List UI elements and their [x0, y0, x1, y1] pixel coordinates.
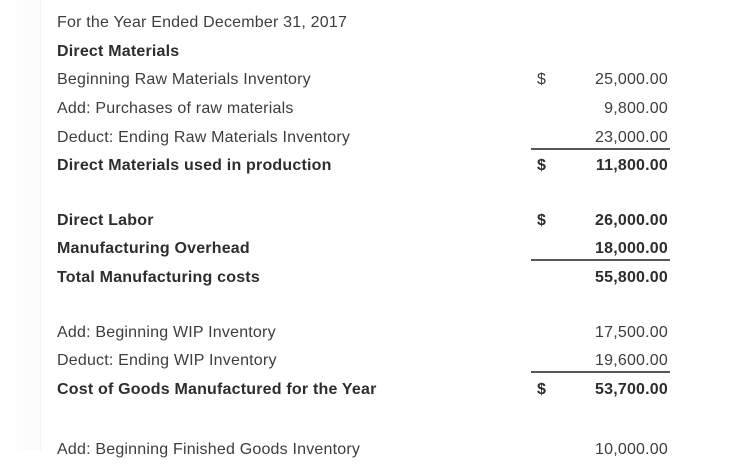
row-money-column: $25,000.00 — [531, 68, 670, 92]
schedule-row: Direct Materials — [57, 38, 750, 67]
row-money-column: 10,000.00 — [531, 438, 670, 462]
currency-symbol: $ — [537, 211, 547, 229]
row-amount: 11,800.00 — [595, 157, 668, 175]
schedule-row: Deduct: Ending WIP Inventory 19,600.00 — [57, 347, 750, 376]
row-amount: 23,000.00 — [595, 128, 668, 146]
row-money-column: $26,000.00 — [531, 209, 670, 233]
schedule-row: Add: Purchases of raw materials 9,800.00 — [57, 95, 750, 124]
schedule-row: Add: Beginning Finished Goods Inventory 1… — [57, 436, 750, 465]
row-amount: 18,000.00 — [595, 240, 668, 258]
row-label: Manufacturing Overhead — [57, 240, 250, 258]
row-label: Total Manufacturing costs — [57, 269, 260, 287]
row-amount: 19,600.00 — [595, 352, 668, 370]
row-money-column: 19,600.00 — [531, 349, 670, 374]
row-label: Add: Beginning Finished Goods Inventory — [57, 441, 361, 459]
section-spacer — [57, 292, 750, 318]
row-money-column: 17,500.00 — [531, 321, 670, 345]
row-amount: 9,800.00 — [604, 100, 668, 118]
schedule-row: Cost of Goods Manufactured for the Year $… — [57, 376, 750, 405]
row-money-column: $53,700.00 — [531, 378, 670, 402]
page-left-gutter — [0, 0, 41, 450]
row-label: Add: Beginning WIP Inventory — [57, 323, 276, 341]
row-amount: 10,000.00 — [595, 441, 668, 459]
row-label: Cost of Goods Manufactured for the Year — [57, 380, 377, 398]
row-label: Deduct: Ending WIP Inventory — [57, 352, 277, 370]
row-label: Direct Labor — [57, 211, 154, 229]
row-money-column: 55,800.00 — [531, 266, 670, 290]
row-amount: 53,700.00 — [595, 380, 668, 398]
row-label: Direct Materials — [57, 42, 180, 60]
section-spacer — [57, 181, 750, 207]
row-amount: 17,500.00 — [595, 323, 668, 341]
row-label: Deduct: Ending Raw Materials Inventory — [57, 128, 351, 146]
schedule-row: Manufacturing Overhead 18,000.00 — [57, 235, 750, 264]
schedule-row: Add: Beginning WIP Inventory 17,500.00 — [57, 318, 750, 347]
schedule-row: Total Manufacturing costs 55,800.00 — [57, 264, 750, 293]
statement-period: For the Year Ended December 31, 2017 — [57, 14, 348, 32]
row-money-column: $11,800.00 — [531, 154, 670, 178]
schedule-row: Direct Labor $26,000.00 — [57, 207, 750, 236]
row-money-column: 18,000.00 — [531, 237, 670, 262]
currency-symbol: $ — [537, 71, 547, 89]
row-label: Add: Purchases of raw materials — [57, 100, 294, 118]
row-amount: 55,800.00 — [595, 269, 668, 287]
row-amount: 26,000.00 — [595, 211, 668, 229]
schedule-row: Direct Materials used in production $11,8… — [57, 152, 750, 181]
schedule-rows: Direct Materials Beginning Raw Materials … — [57, 38, 750, 465]
section-spacer — [57, 404, 750, 436]
currency-symbol: $ — [537, 157, 547, 175]
row-label: Beginning Raw Materials Inventory — [57, 71, 311, 89]
currency-symbol: $ — [537, 380, 547, 398]
schedule-row: Deduct: Ending Raw Materials Inventory 23… — [57, 123, 750, 152]
row-amount: 25,000.00 — [595, 71, 668, 89]
row-money-column — [531, 40, 670, 64]
schedule-row: Beginning Raw Materials Inventory $25,000… — [57, 66, 750, 95]
row-money-column: 23,000.00 — [531, 126, 670, 150]
row-money-column: 9,800.00 — [531, 97, 670, 121]
statement-period-row: For the Year Ended December 31, 2017 — [57, 9, 750, 38]
row-label: Direct Materials used in production — [57, 157, 332, 175]
